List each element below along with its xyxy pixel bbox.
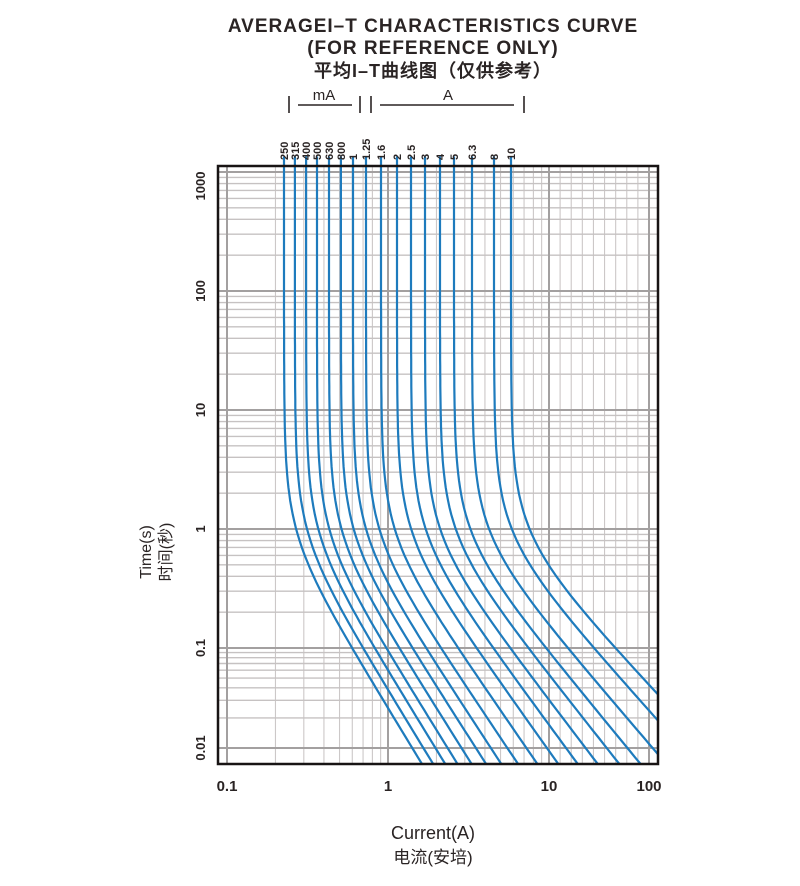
y-axis-tick-labels: 1000 100 10 1 0.1 0.01 (193, 172, 208, 761)
curve-label-3A: 3 (420, 154, 432, 160)
curve-label-400mA: 400 (301, 142, 313, 160)
curve-label-8A: 8 (489, 154, 501, 160)
curve-6.3A (470, 156, 659, 758)
y-tick-100: 100 (193, 280, 208, 302)
chart-subtitle-en: (FOR REFERENCE ONLY) (307, 38, 559, 59)
curve-1A (351, 156, 503, 764)
x-tick-10: 10 (541, 778, 558, 795)
curve-label-315mA: 315 (290, 142, 302, 160)
unit-bracket-a (370, 96, 525, 113)
curve-label-2A: 2 (392, 154, 404, 160)
y-axis-title: Time(s) (138, 525, 155, 579)
curve-label-1.25A: 1.25 (361, 139, 373, 160)
x-tick-1: 1 (384, 778, 392, 795)
y-tick-10: 10 (193, 403, 208, 417)
curve-label-800mA: 800 (336, 142, 348, 160)
x-tick-100: 100 (636, 778, 661, 795)
curve-800mA (339, 156, 488, 764)
curve-label-500mA: 500 (312, 142, 324, 160)
y-axis-title-cn: 时间(秒) (157, 523, 175, 582)
curve-label-6.3A: 6.3 (467, 145, 479, 160)
fuse-curves (282, 156, 659, 764)
curve-1.6A (379, 156, 539, 764)
curve-label-2.5A: 2.5 (406, 145, 418, 160)
x-axis-title-cn: 电流(安培) (393, 848, 472, 867)
x-axis-tick-labels: 0.1 1 10 100 (217, 778, 662, 795)
plot-border (216, 164, 660, 766)
curve-label-630mA: 630 (324, 142, 336, 160)
unit-bracket-ma (288, 96, 361, 113)
curve-5A (452, 156, 642, 764)
curve-label-1.6A: 1.6 (376, 145, 388, 160)
curve-label-250mA: 250 (279, 142, 291, 160)
unit-label-ma: mA (313, 87, 336, 104)
chart-title-cn: 平均I–T曲线图（仅供参考） (314, 60, 552, 81)
gridlines-major (218, 166, 658, 764)
curve-label-5A: 5 (449, 154, 461, 160)
y-tick-0.1: 0.1 (193, 639, 208, 657)
curve-630mA (327, 156, 473, 764)
chart-title-en: AVERAGEI–T CHARACTERISTICS CURVE (228, 16, 638, 37)
x-axis-title: Current(A) (391, 823, 475, 843)
unit-label-a: A (443, 87, 453, 104)
curve-2A (395, 156, 560, 764)
curve-label-1A: 1 (348, 154, 360, 160)
y-tick-1: 1 (193, 525, 208, 532)
y-tick-0.01: 0.01 (193, 735, 208, 760)
y-tick-1000: 1000 (193, 172, 208, 201)
curve-1.25A (364, 156, 520, 764)
curve-label-4A: 4 (435, 153, 447, 160)
curve-315mA (293, 156, 435, 764)
x-tick-0.1: 0.1 (217, 778, 238, 795)
curve-label-10A: 10 (506, 148, 518, 160)
curve-250mA (282, 156, 423, 764)
curve-8A (492, 156, 659, 724)
curve-2.5A (409, 156, 579, 764)
curve-3A (423, 156, 599, 764)
curve-4A (438, 156, 621, 764)
curve-400mA (305, 156, 447, 764)
curve-500mA (315, 156, 459, 764)
curve-10A (509, 156, 659, 698)
